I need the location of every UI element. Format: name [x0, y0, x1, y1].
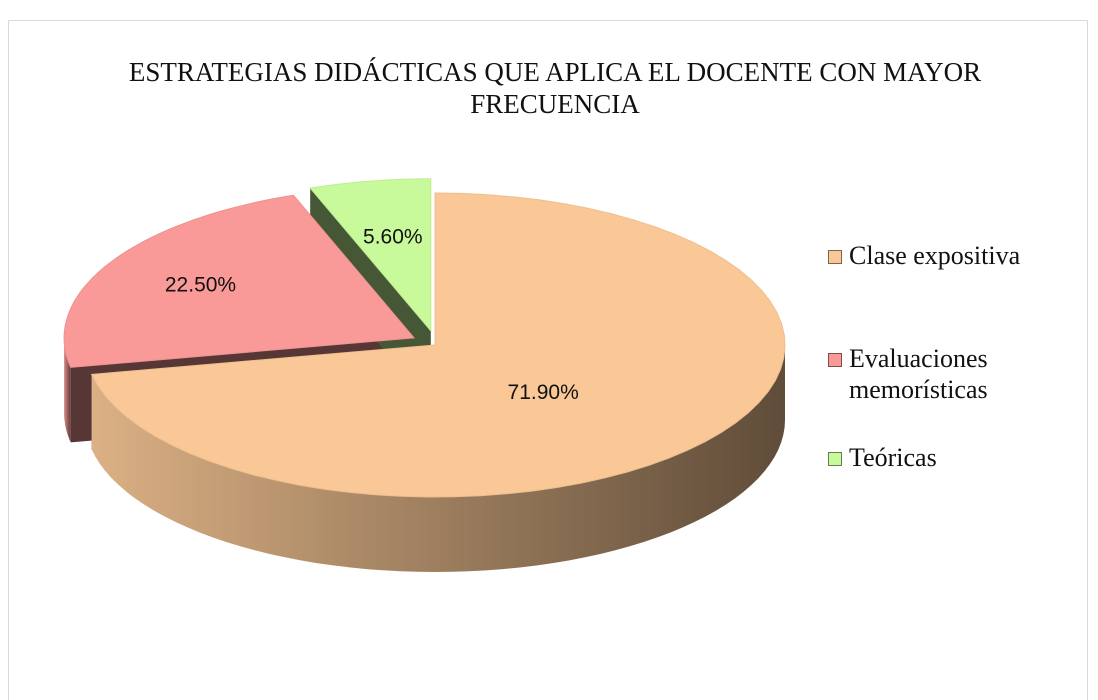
- legend-swatch: [828, 452, 842, 466]
- legend-label: Clase expositiva: [849, 241, 1021, 270]
- data-label: 71.90%: [508, 381, 579, 404]
- chart-frame: [8, 20, 1088, 700]
- slice: [63, 194, 416, 368]
- data-label: 5.60%: [363, 226, 423, 249]
- legend-swatch: [828, 250, 842, 264]
- slice-side: [91, 345, 786, 572]
- legend-item: Clase expositiva: [828, 240, 1068, 271]
- legend-swatch: [828, 353, 842, 367]
- slice: [309, 178, 432, 333]
- legend-label: Evaluaciones memorísticas: [849, 344, 988, 404]
- legend-label: Teóricas: [849, 443, 937, 472]
- data-label: 22.50%: [165, 273, 236, 296]
- legend-item: Teóricas: [828, 442, 1068, 473]
- slice: [90, 192, 786, 498]
- chart-title: ESTRATEGIAS DIDÁCTICAS QUE APLICA EL DOC…: [128, 57, 982, 119]
- legend-item: Evaluaciones memorísticas: [828, 343, 1068, 405]
